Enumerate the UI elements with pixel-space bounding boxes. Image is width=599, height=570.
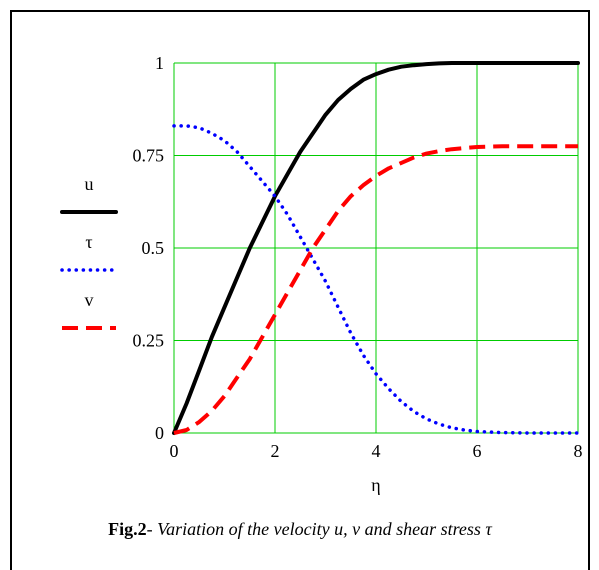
figure-frame: [10, 10, 590, 570]
legend-label-0: u: [85, 174, 94, 194]
y-tick-label-1: 0.25: [133, 331, 165, 351]
x-tick-label-0: 0: [170, 441, 179, 461]
y-tick-label-2: 0.5: [142, 238, 165, 258]
y-tick-label-4: 1: [155, 53, 164, 73]
grid-lines: [173, 62, 579, 434]
series-line-2: [173, 144, 578, 435]
caption-separator: -: [146, 519, 158, 539]
y-tick-label-3: 0.75: [133, 146, 165, 166]
y-tick-label-0: 0: [155, 423, 164, 443]
legend: u τ v: [60, 174, 118, 330]
legend-label-2: v: [85, 290, 94, 310]
figure-caption: Fig.2- Variation of the velocity u, v an…: [10, 519, 590, 540]
tick-labels: 0 0.25 0.5 0.75 1 0 2 4 6 8: [133, 53, 583, 461]
chart: 0 0.25 0.5 0.75 1 0 2 4 6 8 η u τ v: [60, 53, 583, 495]
x-tick-label-2: 4: [372, 441, 381, 461]
series-line-1: [172, 124, 580, 435]
series-layer: [172, 61, 580, 435]
legend-label-1: τ: [85, 232, 92, 252]
series-line-0: [172, 61, 580, 435]
x-tick-label-1: 2: [271, 441, 280, 461]
x-axis-label: η: [371, 475, 380, 495]
x-tick-label-4: 8: [574, 441, 583, 461]
figure-label: Fig.2: [108, 519, 147, 539]
x-tick-label-3: 6: [473, 441, 482, 461]
caption-text: Variation of the velocity u, v and shear…: [157, 519, 492, 539]
